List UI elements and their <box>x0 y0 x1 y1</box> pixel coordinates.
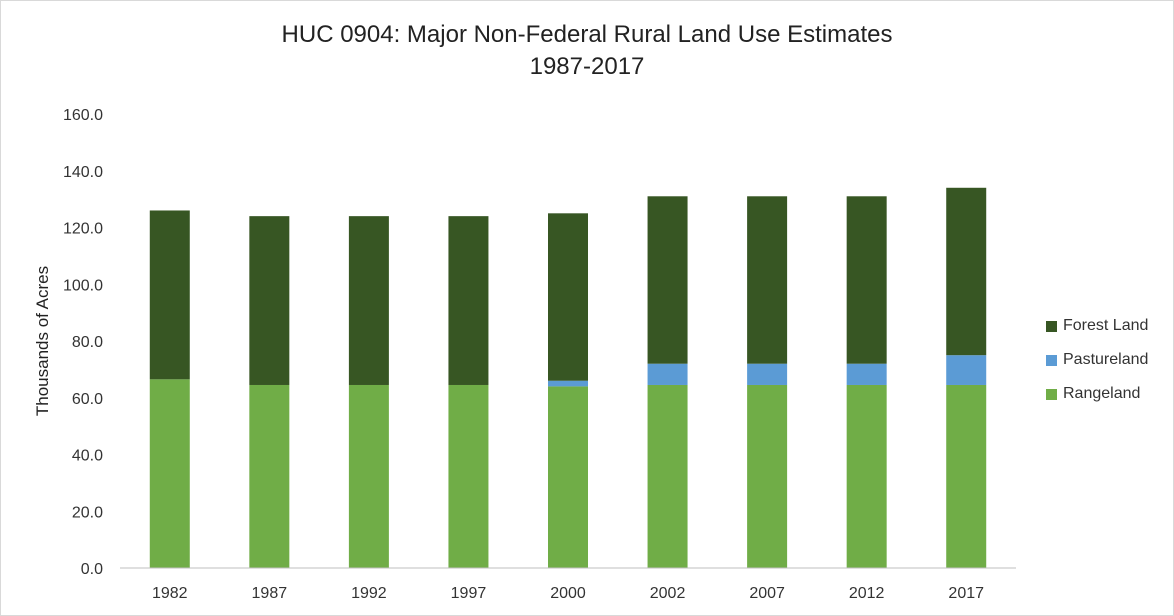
legend-swatch <box>1046 388 1057 400</box>
legend-label: Pastureland <box>1063 351 1149 368</box>
bar-rangeland <box>448 384 489 568</box>
chart-title-line2: 1987-2017 <box>529 53 645 80</box>
legend-item: Forest Land <box>1046 309 1148 343</box>
bar-forest-land <box>249 216 290 385</box>
bar-forest-land <box>846 196 887 364</box>
y-tick-label: 0.0 <box>81 561 103 578</box>
y-tick-label: 140.0 <box>63 164 103 181</box>
bar-pastureland <box>846 363 887 385</box>
legend-label: Rangeland <box>1063 385 1141 402</box>
y-tick-label: 40.0 <box>72 448 103 465</box>
chart-title-line1: HUC 0904: Major Non-Federal Rural Land U… <box>281 21 893 48</box>
legend: Forest Land Pastureland Rangeland <box>1046 309 1148 411</box>
bar-forest-land <box>647 196 688 364</box>
x-tick-label: 1997 <box>451 585 487 602</box>
x-tick-label: 2012 <box>849 585 885 602</box>
bar-forest-land <box>548 213 588 381</box>
bar-rangeland <box>548 386 588 568</box>
y-tick-label: 20.0 <box>72 504 103 521</box>
x-tick-label: 1992 <box>351 585 387 602</box>
legend-item: Rangeland <box>1046 377 1148 411</box>
chart-title: HUC 0904: Major Non-Federal Rural Land U… <box>1 19 1173 83</box>
legend-swatch <box>1046 320 1057 332</box>
y-tick-label: 160.0 <box>63 107 103 124</box>
x-tick-label: 2000 <box>550 585 586 602</box>
bar-rangeland <box>846 384 887 568</box>
legend-swatch <box>1046 354 1057 366</box>
x-tick-label: 1982 <box>152 585 188 602</box>
y-tick-label: 60.0 <box>72 391 103 408</box>
bar-forest-land <box>149 210 190 380</box>
bar-pastureland <box>747 363 788 385</box>
bar-forest-land <box>946 187 987 356</box>
x-tick-label: 1987 <box>252 585 288 602</box>
bar-rangeland <box>149 379 190 568</box>
bar-rangeland <box>647 384 688 568</box>
y-tick-label: 100.0 <box>63 277 103 294</box>
x-tick-label: 2007 <box>749 585 785 602</box>
bar-pastureland <box>647 363 688 385</box>
bar-forest-land <box>747 196 788 364</box>
bar-forest-land <box>348 216 389 385</box>
bar-rangeland <box>348 384 389 568</box>
bar-pastureland <box>946 355 987 385</box>
bar-pastureland <box>548 380 588 387</box>
legend-item: Pastureland <box>1046 343 1148 377</box>
bar-forest-land <box>448 216 489 385</box>
x-tick-label: 2017 <box>948 585 984 602</box>
bar-rangeland <box>946 384 987 568</box>
bar-rangeland <box>747 384 788 568</box>
x-tick-label: 2002 <box>650 585 686 602</box>
y-tick-label: 80.0 <box>72 334 103 351</box>
legend-label: Forest Land <box>1063 317 1149 334</box>
bar-rangeland <box>249 384 290 568</box>
y-axis-label: Thousands of Acres <box>33 266 52 416</box>
y-tick-label: 120.0 <box>63 221 103 238</box>
